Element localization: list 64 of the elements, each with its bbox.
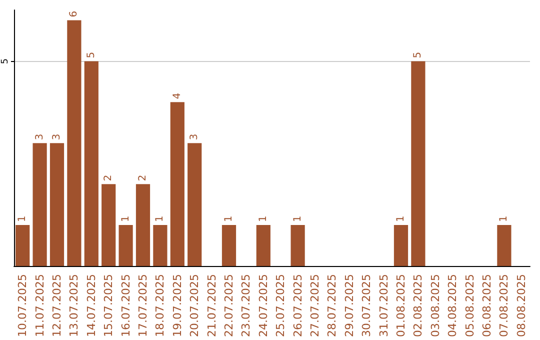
x-tick-label: 25.07.2025 <box>274 274 288 338</box>
x-tick-label: 08.08.2025 <box>514 274 528 338</box>
x-tick-label: 12.07.2025 <box>50 274 64 338</box>
x-tick-label: 02.08.2025 <box>412 274 425 338</box>
data-label: 3 <box>34 134 46 140</box>
x-tick-label: 01.08.2025 <box>394 274 408 338</box>
x-tick-label: 17.07.2025 <box>136 274 150 338</box>
data-label: 2 <box>103 174 114 182</box>
data-label: 1 <box>396 216 406 222</box>
bar <box>411 61 426 266</box>
bar <box>153 225 168 266</box>
x-tick-label: 07.08.2025 <box>498 274 511 338</box>
bar <box>50 143 64 266</box>
x-tick-label: 21.07.2025 <box>205 274 218 338</box>
bar <box>32 143 47 266</box>
x-tick-label: 18.07.2025 <box>154 274 167 338</box>
x-tick-label: 26.07.2025 <box>291 274 304 338</box>
x-tick-label: 03.08.2025 <box>428 274 442 338</box>
x-tick-label: 29.07.2025 <box>342 274 356 338</box>
data-label: 1 <box>224 216 234 222</box>
data-label: 1 <box>120 216 132 222</box>
x-tick-label: 06.08.2025 <box>480 274 494 338</box>
x-tick-label: 24.07.2025 <box>256 274 270 338</box>
bar <box>290 225 305 266</box>
data-label: 4 <box>172 92 183 100</box>
data-label: 1 <box>498 216 510 222</box>
bar <box>118 225 133 266</box>
x-tick-label: 30.07.2025 <box>360 274 374 338</box>
data-label: 2 <box>138 174 148 182</box>
x-tick-label: 16.07.2025 <box>119 274 132 338</box>
x-tick-label: 10.07.2025 <box>16 274 30 338</box>
bar <box>222 225 236 266</box>
x-tick-label: 20.07.2025 <box>188 274 202 338</box>
x-tick-label: 31.07.2025 <box>377 274 390 338</box>
bar <box>188 143 202 266</box>
x-tick-label: 05.08.2025 <box>463 274 476 338</box>
x-tick-label: 19.07.2025 <box>170 274 184 338</box>
x-tick-label: 13.07.2025 <box>68 274 81 338</box>
data-label: 1 <box>154 216 166 222</box>
bar <box>170 102 184 266</box>
data-label: 1 <box>17 216 28 222</box>
bar <box>136 184 150 266</box>
x-tick-label: 14.07.2025 <box>84 274 98 338</box>
x-tick-label: 04.08.2025 <box>446 274 460 338</box>
bar <box>67 20 82 266</box>
bar <box>102 184 116 266</box>
data-label: 3 <box>52 134 62 140</box>
x-tick-label: 15.07.2025 <box>102 274 116 338</box>
data-label: 6 <box>68 10 80 18</box>
bar <box>256 225 270 266</box>
data-label: 5 <box>86 52 97 58</box>
x-tick-label: 22.07.2025 <box>222 274 236 338</box>
data-label: 5 <box>412 52 424 58</box>
data-label: 1 <box>292 216 304 222</box>
bar <box>84 61 98 266</box>
x-tick-label: 28.07.2025 <box>326 274 339 338</box>
x-tick-label: 11.07.2025 <box>33 274 46 338</box>
data-label: 3 <box>189 134 200 140</box>
x-tick-label: 27.07.2025 <box>308 274 322 338</box>
bar <box>394 225 408 266</box>
x-tick-label: 23.07.2025 <box>240 274 253 338</box>
bar <box>16 225 30 266</box>
data-label: 1 <box>258 216 269 222</box>
bar <box>497 225 512 266</box>
